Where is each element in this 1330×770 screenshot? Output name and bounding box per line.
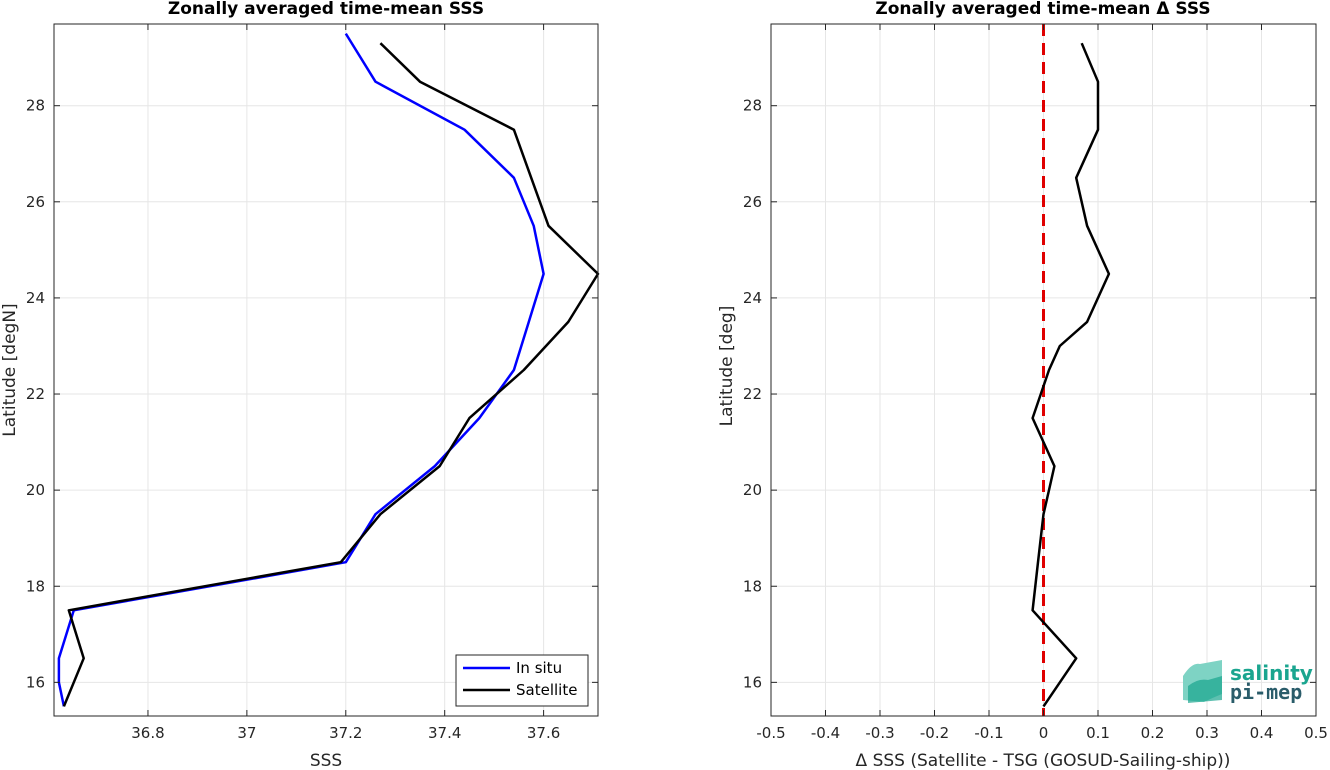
x-tick-label: 0.4 [1250,724,1274,742]
x-tick-label: 37.2 [329,724,362,742]
y-tick-label: 20 [743,481,762,499]
right-plot-frame [770,23,1317,717]
left-y-axis-label: Latitude [degN] [0,303,20,436]
y-tick-label: 20 [26,481,45,499]
logo-wave-icon-shade [1188,676,1222,703]
y-tick-label: 16 [26,673,45,691]
x-tick-label: 37.4 [428,724,461,742]
right-chart-title: Zonally averaged time-mean Δ SSS [875,0,1210,19]
x-tick-label: 36.8 [131,724,164,742]
salinity-pi-mep-logo: salinity pi-mep [1183,660,1313,704]
y-tick-label: 22 [743,385,762,403]
y-tick-label: 24 [743,289,762,307]
x-tick-label: -0.5 [756,724,785,742]
right-x-axis-label: Δ SSS (Satellite - TSG (GOSUD-Sailing-sh… [856,751,1231,770]
left-plot-frame [53,23,599,717]
x-tick-label: -0.2 [920,724,949,742]
right-ticks: -0.5 -0.4 -0.3 -0.2 -0.1 0 0.1 0.2 0.3 0.4 0.5 16 18… [743,24,1328,742]
left-series-line-satellite [62,42,600,707]
x-tick-label: 37.6 [527,724,560,742]
x-tick-label: -0.3 [865,724,894,742]
y-tick-label: 18 [743,577,762,595]
left-grid [54,24,598,716]
x-tick-label: -0.4 [811,724,840,742]
y-tick-label: 28 [743,97,762,115]
legend-box [455,654,589,707]
right-series-line-delta-sss [1031,42,1111,708]
x-tick-label: 0.3 [1195,724,1219,742]
y-tick-label: 26 [26,193,45,211]
left-series [57,32,600,707]
y-tick-label: 22 [26,385,45,403]
x-tick-label: 0.5 [1304,724,1328,742]
legend: In situ Satellite [455,654,589,707]
y-tick-label: 28 [26,97,45,115]
x-tick-label: 37 [237,724,256,742]
y-tick-label: 16 [743,673,762,691]
y-tick-label: 24 [26,289,45,307]
left-chart-title: Zonally averaged time-mean SSS [168,0,484,19]
right-series [1031,42,1111,708]
x-tick-label: 0.1 [1086,724,1110,742]
left-ticks: 36.8 37 37.2 37.4 37.6 16 18 20 22 24 26 28 [26,24,598,742]
logo-text-pi-mep: pi-mep [1230,680,1302,704]
left-plot-background [54,24,598,716]
left-x-axis-label: SSS [310,751,342,770]
logo-text-salinity: salinity [1230,661,1313,685]
y-tick-label: 18 [26,577,45,595]
legend-label-satellite: Satellite [516,681,577,699]
legend-label-in-situ: In situ [516,659,562,677]
x-tick-label: -0.1 [974,724,1003,742]
x-tick-label: 0 [1039,724,1049,742]
right-y-axis-label: Latitude [deg] [717,306,737,427]
left-panel: 36.8 37 37.2 37.4 37.6 16 18 20 22 24 26 28 Zonally… [0,0,600,770]
y-tick-label: 26 [743,193,762,211]
right-panel: -0.5 -0.4 -0.3 -0.2 -0.1 0 0.1 0.2 0.3 0.4 0.5 16 18… [717,0,1328,770]
x-tick-label: 0.2 [1141,724,1165,742]
